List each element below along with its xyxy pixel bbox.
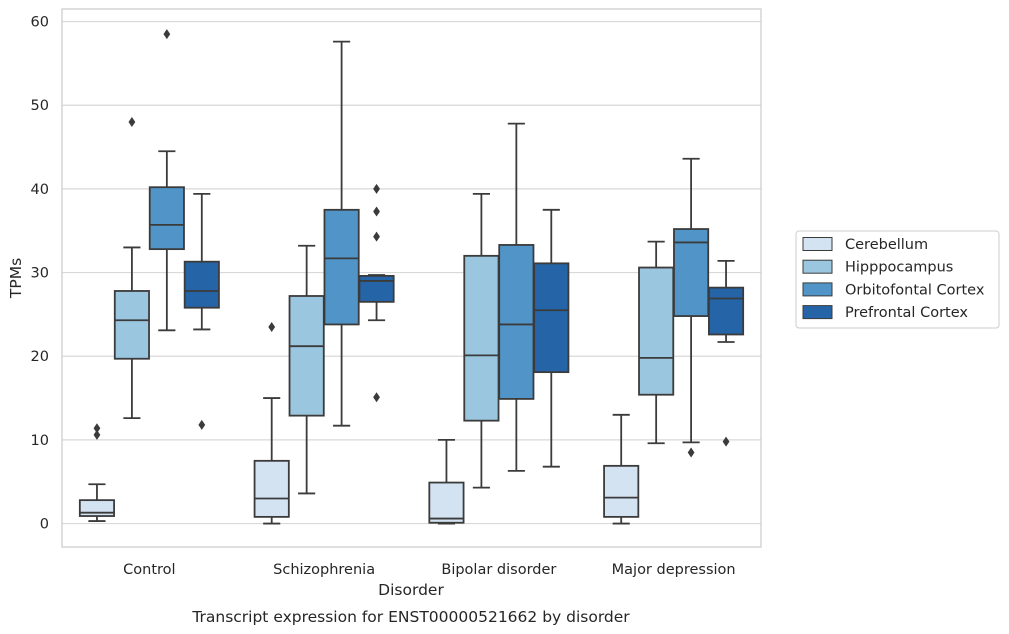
y-tick-label: 40	[31, 182, 49, 198]
box	[428, 439, 465, 525]
box-plot-area	[78, 29, 745, 525]
y-axis-ticks: 0 10 20 30 40 50 60	[31, 15, 49, 533]
box-iqr	[253, 459, 290, 518]
legend-label: Prefrontal Cortex	[845, 305, 968, 321]
box	[288, 244, 325, 495]
box-iqr	[463, 254, 500, 422]
box-iqr	[78, 499, 115, 517]
legend-swatch	[802, 305, 833, 320]
legend-item: Hipppocampus	[802, 259, 953, 276]
box-iqr	[113, 290, 150, 360]
outlier-point	[268, 321, 276, 332]
y-tick-label: 20	[31, 349, 49, 365]
outlier-point	[93, 429, 101, 440]
box-iqr	[358, 275, 395, 303]
y-tick-label: 50	[31, 98, 49, 114]
box-iqr	[708, 286, 745, 336]
x-axis-label: Disorder	[378, 581, 444, 599]
x-tick-label: Bipolar disorder	[441, 562, 556, 578]
box-iqr	[673, 228, 710, 317]
box-iqr	[323, 208, 360, 326]
box-iqr	[533, 262, 570, 374]
legend-label: Orbitofontal Cortex	[845, 282, 985, 298]
legend-swatch	[802, 282, 833, 297]
plot-frame	[61, 8, 762, 548]
box	[463, 193, 500, 489]
box	[708, 259, 745, 447]
box-iqr	[148, 186, 185, 251]
box-iqr	[428, 481, 465, 524]
x-tick-label: Schizophrenia	[273, 562, 375, 578]
box	[498, 122, 535, 472]
x-tick-label: Major depression	[612, 562, 736, 578]
box	[673, 157, 710, 458]
box-iqr	[603, 464, 640, 518]
legend-label: Hipppocampus	[845, 260, 953, 276]
box-iqr	[498, 244, 535, 400]
outlier-point	[373, 231, 380, 242]
box-iqr	[638, 266, 675, 396]
outlier-point	[128, 116, 136, 127]
legend-item: Cerebellum	[802, 237, 928, 253]
outlier-point	[373, 206, 380, 217]
box	[358, 183, 395, 403]
legend-label: Cerebellum	[845, 237, 928, 253]
legend-item: Prefrontal Cortex	[802, 305, 968, 321]
legend-swatch	[802, 237, 833, 251]
box-iqr	[183, 260, 220, 309]
box-iqr	[288, 295, 325, 417]
legend-frame	[795, 230, 1000, 329]
box	[533, 208, 570, 468]
legend-item: Orbitofontal Cortex	[802, 282, 985, 298]
box	[323, 40, 360, 427]
outlier-point	[373, 183, 380, 194]
y-tick-label: 0	[40, 517, 49, 533]
outlier-point	[198, 419, 206, 430]
box	[638, 240, 675, 445]
figure-caption: Transcript expression for ENST0000052166…	[191, 608, 630, 626]
outlier-point	[163, 29, 171, 40]
box	[603, 413, 640, 525]
legend-swatch	[802, 259, 833, 274]
outlier-point	[373, 392, 380, 403]
y-tick-label: 10	[31, 433, 49, 449]
x-axis-ticks: Control Schizophrenia Bipolar disorder Majo…	[123, 562, 735, 578]
outlier-point	[687, 447, 695, 458]
legend: Cerebellum Hipppocampus Orbitofontal Corte…	[795, 230, 1000, 329]
outlier-point	[93, 423, 101, 434]
box	[148, 29, 185, 332]
box	[113, 116, 150, 420]
box	[183, 193, 220, 430]
outlier-point	[722, 436, 730, 447]
y-axis-label: TPMs	[7, 258, 25, 299]
box	[253, 321, 290, 525]
y-tick-label: 30	[31, 266, 49, 282]
y-tick-label: 60	[31, 15, 49, 31]
box	[78, 423, 115, 522]
x-tick-label: Control	[123, 562, 175, 578]
